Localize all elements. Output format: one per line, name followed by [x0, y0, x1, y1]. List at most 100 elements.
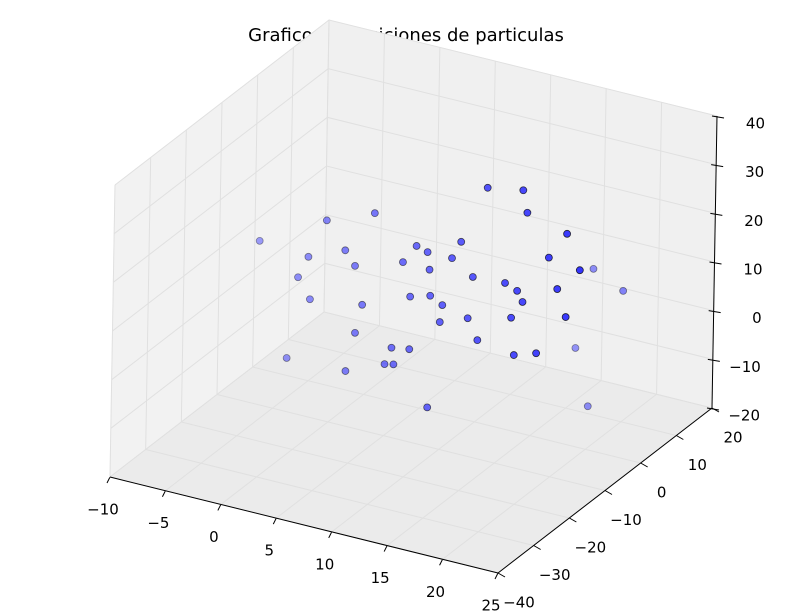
point	[426, 291, 435, 300]
y-tick-label: −10	[610, 511, 642, 529]
z-tick-label: −10	[729, 358, 761, 376]
point	[389, 360, 398, 369]
point	[255, 236, 264, 245]
y-tick-label: −30	[539, 566, 571, 584]
point	[370, 209, 379, 218]
point	[435, 318, 444, 326]
z-tick	[710, 212, 723, 216]
point	[322, 216, 331, 225]
point	[351, 328, 359, 337]
point	[306, 295, 314, 304]
point	[544, 253, 553, 262]
point	[519, 186, 528, 195]
point	[387, 343, 396, 352]
x-tick	[328, 531, 333, 539]
point	[438, 301, 447, 309]
z-tick-label: 0	[752, 309, 762, 327]
z-tick-label: 30	[745, 163, 764, 181]
point	[304, 252, 313, 261]
grid-line	[110, 262, 713, 429]
y-tick	[604, 490, 613, 495]
point	[583, 402, 592, 411]
grid-line	[113, 68, 717, 235]
z-tick	[711, 164, 724, 168]
y-tick	[640, 462, 648, 468]
point	[468, 273, 477, 281]
y-axis	[497, 407, 713, 574]
point	[575, 266, 584, 275]
point	[351, 262, 359, 270]
point	[423, 248, 432, 256]
z-axis	[711, 115, 718, 409]
x-tick	[161, 490, 166, 497]
point	[380, 360, 389, 369]
x-tick	[272, 517, 277, 525]
grid-line	[109, 311, 713, 478]
point	[473, 336, 482, 345]
x-tick	[494, 572, 499, 580]
x-tick-label: 15	[371, 569, 390, 587]
y-tick	[497, 572, 506, 578]
x-tick-label: 5	[265, 542, 275, 560]
x-tick-label: −5	[147, 514, 169, 532]
point	[619, 286, 628, 295]
grid-line	[112, 165, 715, 332]
z-tick	[706, 407, 720, 411]
point	[507, 313, 516, 322]
y-tick-label: −20	[575, 539, 607, 557]
x-tick-label: 20	[426, 583, 445, 601]
point	[405, 345, 414, 354]
point	[399, 258, 407, 267]
point	[423, 403, 432, 412]
y-tick-label: −40	[503, 594, 535, 612]
z-tick-label: 10	[743, 261, 762, 279]
point	[457, 237, 466, 246]
point	[561, 313, 570, 321]
point	[425, 265, 434, 274]
point	[553, 285, 562, 293]
y-tick-label: 10	[688, 456, 707, 474]
point	[501, 279, 509, 287]
z-tick	[711, 115, 725, 119]
point	[463, 314, 472, 323]
x-tick	[439, 559, 444, 566]
point	[518, 298, 527, 306]
point	[532, 349, 541, 358]
y-tick-label: 0	[657, 484, 667, 502]
x-tick	[217, 504, 222, 511]
point	[341, 246, 350, 255]
x-tick	[383, 545, 388, 552]
point	[294, 273, 302, 282]
x-tick-label: 0	[209, 528, 219, 546]
point	[282, 354, 291, 362]
z-tick-label: 40	[746, 115, 765, 133]
z-tick-label: −20	[728, 407, 760, 425]
y-tick	[676, 435, 684, 440]
z-tick	[707, 358, 720, 362]
grid-line	[113, 116, 716, 283]
point	[563, 229, 571, 238]
x-tick-label: 25	[481, 597, 500, 612]
point	[358, 300, 367, 309]
point	[483, 183, 492, 192]
y-tick	[569, 517, 577, 523]
x-tick-label: 10	[315, 555, 334, 573]
x-tick-label: −10	[87, 501, 119, 519]
grid-line	[111, 214, 714, 381]
point	[448, 254, 456, 263]
z-tick	[708, 310, 721, 314]
y-tick	[533, 545, 541, 550]
point	[509, 351, 518, 359]
point	[412, 242, 421, 250]
point	[523, 208, 532, 217]
point	[513, 286, 522, 295]
z-tick	[709, 261, 722, 265]
y-tick-label: 20	[723, 429, 742, 447]
z-tick-label: 20	[744, 212, 763, 230]
point	[341, 367, 350, 375]
point	[406, 292, 415, 301]
grid-line	[114, 19, 718, 186]
point	[571, 344, 580, 352]
point	[589, 264, 598, 273]
